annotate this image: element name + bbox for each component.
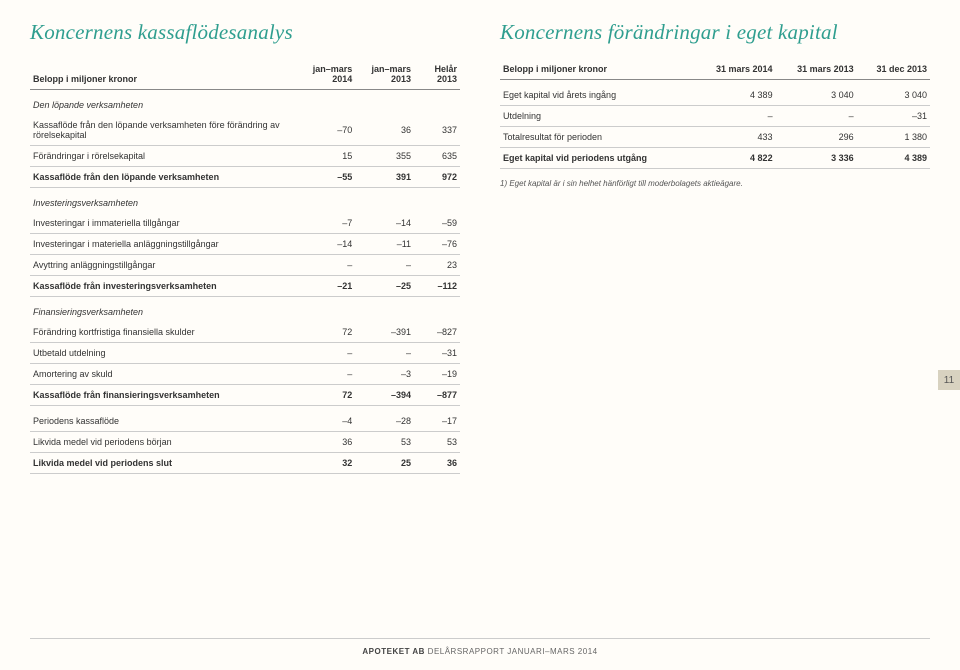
col-helar2013: Helår 2013	[414, 59, 460, 90]
row-label: Investeringar i immateriella tillgångar	[30, 213, 296, 234]
cell: –31	[414, 343, 460, 364]
cell: 635	[414, 146, 460, 167]
cell: –14	[296, 234, 355, 255]
cell: 337	[414, 115, 460, 146]
cell: 4 389	[694, 80, 775, 106]
cell: 23	[414, 255, 460, 276]
cell: –21	[296, 276, 355, 297]
cell: –	[694, 106, 775, 127]
cell: –	[776, 106, 857, 127]
left-title: Koncernens kassaflödesanalys	[30, 20, 460, 45]
cell: –4	[296, 406, 355, 432]
cell: –59	[414, 213, 460, 234]
cell: 72	[296, 385, 355, 406]
col-janmar2014: jan–mars 2014	[296, 59, 355, 90]
row-label: Investeringar i materiella anläggningsti…	[30, 234, 296, 255]
row-label: Kassaflöde från investeringsverksamheten	[30, 276, 296, 297]
section-investing: Investeringsverksamheten	[30, 188, 460, 214]
cell: 3 336	[776, 148, 857, 169]
cell: –	[296, 255, 355, 276]
row-label: Kassaflöde från finansieringsverksamhete…	[30, 385, 296, 406]
cell: 1 380	[857, 127, 930, 148]
cell: –112	[414, 276, 460, 297]
row-label: Eget kapital vid årets ingång	[500, 80, 694, 106]
row-label: Förändring kortfristiga finansiella skul…	[30, 322, 296, 343]
col-31mar2013: 31 mars 2013	[776, 59, 857, 80]
col-janmar2013: jan–mars 2013	[355, 59, 414, 90]
cell: –391	[355, 322, 414, 343]
col-label: Belopp i miljoner kronor	[30, 59, 296, 90]
col-label: Belopp i miljoner kronor	[500, 59, 694, 80]
row-label: Likvida medel vid periodens slut	[30, 453, 296, 474]
equity-table: Belopp i miljoner kronor 31 mars 2014 31…	[500, 59, 930, 169]
cell: 36	[355, 115, 414, 146]
page-number-badge: 11	[938, 370, 960, 390]
cell: –25	[355, 276, 414, 297]
cell: –14	[355, 213, 414, 234]
cell: –55	[296, 167, 355, 188]
cell: 391	[355, 167, 414, 188]
cell: –28	[355, 406, 414, 432]
cell: –19	[414, 364, 460, 385]
row-label: Utbetald utdelning	[30, 343, 296, 364]
col-31mar2014: 31 mars 2014	[694, 59, 775, 80]
cell: 25	[355, 453, 414, 474]
cell: 433	[694, 127, 775, 148]
row-label: Periodens kassaflöde	[30, 406, 296, 432]
cell: 15	[296, 146, 355, 167]
cell: 72	[296, 322, 355, 343]
cell: 4 822	[694, 148, 775, 169]
cell: –11	[355, 234, 414, 255]
cell: 296	[776, 127, 857, 148]
cell: 32	[296, 453, 355, 474]
cell: –17	[414, 406, 460, 432]
row-label: Kassaflöde från den löpande verksamheten…	[30, 115, 296, 146]
cell: 4 389	[857, 148, 930, 169]
cell: 355	[355, 146, 414, 167]
cell: –7	[296, 213, 355, 234]
cell: –	[296, 364, 355, 385]
section-operating: Den löpande verksamheten	[30, 90, 460, 116]
right-title: Koncernens förändringar i eget kapital	[500, 20, 930, 45]
cell: 3 040	[857, 80, 930, 106]
cell: 53	[414, 432, 460, 453]
cell: 3 040	[776, 80, 857, 106]
row-label: Eget kapital vid periodens utgång	[500, 148, 694, 169]
cell: –827	[414, 322, 460, 343]
row-label: Utdelning	[500, 106, 694, 127]
cell: –	[296, 343, 355, 364]
footer-rest: DELÅRSRAPPORT JANUARI–MARS 2014	[425, 647, 598, 656]
cell: 972	[414, 167, 460, 188]
page-footer: APOTEKET AB DELÅRSRAPPORT JANUARI–MARS 2…	[30, 638, 930, 656]
equity-footnote: 1) Eget kapital är i sin helhet hänförli…	[500, 179, 930, 188]
cell: 53	[355, 432, 414, 453]
row-label: Kassaflöde från den löpande verksamheten	[30, 167, 296, 188]
cell: –31	[857, 106, 930, 127]
cell: –	[355, 343, 414, 364]
cell: –3	[355, 364, 414, 385]
row-label: Amortering av skuld	[30, 364, 296, 385]
footer-bold: APOTEKET AB	[362, 647, 425, 656]
cell: –394	[355, 385, 414, 406]
section-financing: Finansieringsverksamheten	[30, 297, 460, 323]
cell: –76	[414, 234, 460, 255]
row-label: Avyttring anläggningstillgångar	[30, 255, 296, 276]
row-label: Likvida medel vid periodens början	[30, 432, 296, 453]
cell: –877	[414, 385, 460, 406]
cell: 36	[296, 432, 355, 453]
cell: 36	[414, 453, 460, 474]
cell: –70	[296, 115, 355, 146]
row-label: Totalresultat för perioden	[500, 127, 694, 148]
col-31dec2013: 31 dec 2013	[857, 59, 930, 80]
cell: –	[355, 255, 414, 276]
row-label: Förändringar i rörelsekapital	[30, 146, 296, 167]
cashflow-table: Belopp i miljoner kronor jan–mars 2014 j…	[30, 59, 460, 474]
